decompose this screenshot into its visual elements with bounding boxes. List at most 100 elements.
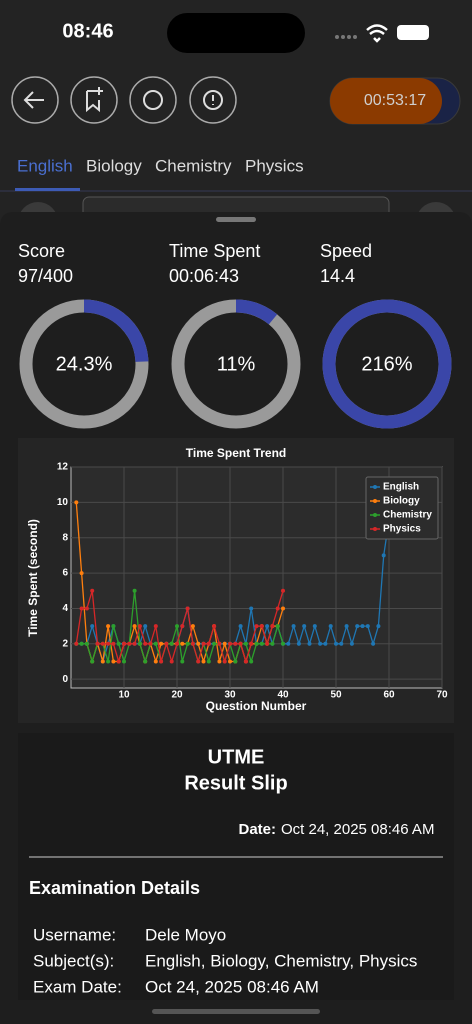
data-point bbox=[275, 606, 280, 611]
data-point bbox=[222, 659, 227, 664]
data-point bbox=[116, 659, 121, 664]
data-point bbox=[175, 641, 179, 646]
back-button[interactable] bbox=[11, 76, 59, 124]
data-point bbox=[132, 588, 137, 593]
data-point bbox=[233, 641, 238, 646]
data-point bbox=[371, 641, 376, 646]
detail-label: Exam Date: bbox=[33, 977, 122, 996]
data-point bbox=[259, 624, 264, 629]
data-point bbox=[365, 624, 370, 629]
legend-box bbox=[365, 476, 439, 540]
data-point bbox=[169, 641, 174, 646]
data-point bbox=[79, 606, 84, 611]
home-indicator bbox=[152, 1009, 320, 1014]
data-point bbox=[281, 588, 285, 593]
bookmark-button[interactable] bbox=[70, 76, 118, 124]
subject-tab[interactable]: Biology bbox=[86, 156, 142, 175]
y-tick-label: 4 bbox=[62, 603, 68, 614]
ai-icon bbox=[143, 90, 163, 110]
tab-indicator bbox=[15, 188, 80, 191]
subject-tab[interactable]: Chemistry bbox=[155, 156, 232, 175]
data-point bbox=[323, 641, 328, 646]
x-tick-label: 10 bbox=[118, 690, 130, 701]
data-point bbox=[122, 641, 126, 646]
tab-bar: English Biology Chemistry Physics bbox=[17, 156, 304, 175]
data-point bbox=[74, 641, 79, 646]
donut-label: 11% bbox=[217, 353, 256, 375]
data-point bbox=[185, 606, 190, 611]
x-tick-label: 20 bbox=[171, 690, 183, 701]
report-button[interactable] bbox=[189, 76, 237, 124]
data-point bbox=[243, 659, 248, 664]
data-point bbox=[307, 641, 312, 646]
data-point bbox=[180, 659, 185, 664]
data-point bbox=[164, 641, 169, 646]
data-point bbox=[201, 659, 206, 664]
x-axis-label: Question Number bbox=[206, 699, 307, 713]
data-point bbox=[254, 624, 259, 629]
bookmark-icon bbox=[86, 87, 103, 113]
data-point bbox=[111, 624, 116, 629]
data-point bbox=[355, 624, 360, 629]
x-tick-label: 60 bbox=[383, 690, 395, 701]
status-time: 08:46 bbox=[62, 20, 113, 42]
data-point bbox=[201, 641, 206, 646]
data-point bbox=[349, 641, 354, 646]
data-point bbox=[233, 659, 238, 664]
data-point bbox=[217, 659, 222, 664]
sheet-handle bbox=[216, 217, 256, 222]
x-tick-label: 30 bbox=[224, 690, 236, 701]
data-point bbox=[74, 500, 79, 505]
legend-label: English bbox=[383, 482, 419, 493]
data-point bbox=[90, 624, 95, 629]
timer-progress bbox=[330, 78, 442, 124]
data-point bbox=[180, 624, 185, 629]
series-line bbox=[75, 590, 284, 664]
details-table: Username: Dele Moyo Subject(s): English, Bi… bbox=[33, 925, 417, 996]
data-point bbox=[291, 624, 296, 629]
y-tick-label: 2 bbox=[62, 638, 68, 649]
data-point bbox=[270, 624, 275, 629]
data-point bbox=[206, 641, 211, 646]
data-point bbox=[95, 641, 100, 646]
data-point bbox=[84, 606, 89, 611]
data-point bbox=[137, 641, 142, 646]
data-point bbox=[312, 624, 317, 629]
x-tick-label: 50 bbox=[330, 690, 342, 701]
data-point bbox=[296, 641, 301, 646]
data-point bbox=[270, 641, 275, 646]
x-tick-label: 40 bbox=[277, 690, 289, 701]
data-point bbox=[281, 606, 285, 611]
data-point bbox=[106, 624, 111, 629]
subject-tab[interactable]: English bbox=[17, 156, 73, 175]
data-point bbox=[185, 641, 190, 646]
data-point bbox=[265, 641, 270, 646]
data-point bbox=[222, 641, 227, 646]
data-point bbox=[249, 641, 254, 646]
data-point bbox=[212, 624, 217, 629]
data-point bbox=[281, 641, 285, 646]
data-point bbox=[259, 641, 264, 646]
data-point bbox=[254, 641, 259, 646]
data-point bbox=[153, 624, 158, 629]
data-point bbox=[238, 624, 243, 629]
data-point bbox=[159, 641, 164, 646]
donut-arc bbox=[171, 299, 301, 429]
legend-dot bbox=[373, 527, 377, 531]
data-point bbox=[275, 624, 280, 629]
section-title: Examination Details bbox=[29, 878, 200, 898]
subject-tab[interactable]: Physics bbox=[245, 156, 304, 175]
data-point bbox=[212, 641, 217, 646]
data-point bbox=[122, 659, 126, 664]
ai-button[interactable] bbox=[129, 76, 177, 124]
stat-value: 14.4 bbox=[320, 266, 355, 286]
battery-icon bbox=[397, 25, 429, 40]
data-point bbox=[90, 588, 95, 593]
data-point bbox=[196, 659, 201, 664]
stat-label: Score bbox=[18, 241, 65, 261]
data-point bbox=[79, 571, 84, 576]
stat-value: 97/400 bbox=[18, 266, 73, 286]
data-point bbox=[137, 624, 142, 629]
